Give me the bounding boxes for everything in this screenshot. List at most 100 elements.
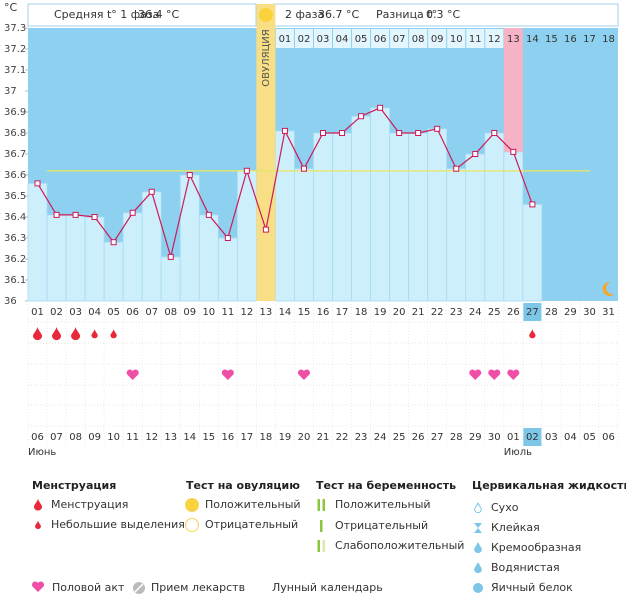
x-tick-label: 13 [260, 307, 273, 318]
post-ovulation-day: 13 [507, 34, 520, 45]
date-label: 30 [488, 432, 501, 443]
date-label: 24 [374, 432, 387, 443]
y-unit: °C [4, 1, 18, 14]
legend-item: Положительный [205, 498, 301, 511]
y-tick-label: 36.8 [4, 128, 26, 139]
date-label: 18 [260, 432, 273, 443]
date-label: 02 [526, 432, 539, 443]
x-tick-label: 27 [526, 307, 539, 318]
day-cell [313, 29, 333, 48]
x-tick-label: 16 [317, 307, 330, 318]
post-ovulation-day: 08 [412, 34, 425, 45]
phase1-label: Средняя t° 1 фаза [54, 8, 160, 21]
temperature-bar [503, 151, 524, 302]
temperature-bar [313, 132, 333, 302]
temperature-point [358, 113, 365, 120]
post-ovulation-day: 01 [279, 34, 292, 45]
ovulation-column [256, 4, 276, 301]
x-tick-label: 29 [564, 307, 577, 318]
spotting-icon [110, 329, 117, 339]
temperature-bar [294, 168, 314, 302]
x-tick-label: 28 [545, 307, 558, 318]
today-date-cell [523, 428, 542, 446]
intercourse-icon [126, 369, 139, 380]
legend-icon [322, 540, 325, 552]
day-cell [294, 29, 313, 48]
day-cell [409, 29, 428, 48]
moon-icon [602, 281, 615, 296]
temperature-bar [141, 191, 162, 302]
x-tick-label: 31 [602, 307, 615, 318]
legend-item: Сухо [491, 501, 519, 514]
date-label: 16 [221, 432, 234, 443]
temperature-bar [217, 237, 238, 302]
temperature-bar [27, 182, 48, 302]
date-label: 07 [50, 432, 63, 443]
date-label: 01 [507, 432, 520, 443]
legend-icon [474, 502, 482, 514]
intercourse-icon [297, 369, 310, 380]
temperature-bar [103, 241, 124, 302]
date-label: 06 [602, 432, 615, 443]
month-label: Июнь [28, 447, 56, 458]
temperature-point [281, 127, 288, 134]
temperature-bar [160, 256, 181, 302]
date-label: 25 [393, 432, 406, 443]
x-tick-label: 30 [583, 307, 596, 318]
x-tick-label: 15 [298, 307, 311, 318]
x-tick-label: 03 [69, 307, 82, 318]
temperature-bar [446, 168, 467, 302]
x-tick-label: 04 [88, 307, 101, 318]
legend-item: Слабоположительный [335, 539, 464, 552]
y-tick-label: 36.6 [4, 170, 26, 181]
temperature-bar [465, 153, 486, 302]
spotting-icon [529, 329, 536, 339]
day-cell [352, 29, 371, 48]
legend-icon [320, 520, 323, 532]
x-tick-label: 17 [336, 307, 349, 318]
y-tick-label: 36.1 [4, 275, 26, 286]
y-tick-label: 36.4 [4, 212, 26, 223]
post-ovulation-day: 03 [317, 34, 330, 45]
legend-item: Клейкая [491, 521, 540, 534]
x-tick-label: 02 [50, 307, 63, 318]
temperature-point [434, 125, 441, 132]
x-tick-label: 18 [355, 307, 368, 318]
temperature-point [110, 239, 117, 246]
menstruation-icon [71, 327, 81, 341]
x-tick-label: 21 [412, 307, 425, 318]
temperature-point [91, 214, 98, 220]
post-ovulation-day: 11 [469, 34, 482, 45]
temperature-point [529, 201, 536, 208]
menstruation-icon [52, 327, 62, 341]
temperature-point [415, 130, 422, 136]
phase2-value: 36.7 °C [318, 8, 359, 21]
y-tick-label: 36.5 [4, 191, 26, 202]
menstruation-icon [32, 327, 43, 341]
x-tick-label: 23 [450, 307, 463, 318]
legend-icon [134, 583, 144, 593]
day-cell [485, 29, 504, 48]
post-ovulation-day: 02 [298, 34, 311, 45]
legend-heading: Тест на беременность [316, 479, 456, 492]
temperature-bar [370, 107, 391, 302]
x-tick-label: 14 [279, 307, 292, 318]
x-tick-label: 09 [183, 307, 196, 318]
date-label: 28 [450, 432, 463, 443]
y-tick-label: 36 [4, 296, 17, 307]
temperature-point [472, 151, 479, 157]
legend-item: Водянистая [491, 561, 560, 574]
month-label: Июль [504, 447, 532, 458]
legend-icon [474, 562, 482, 574]
y-tick-label: 36.7 [4, 149, 26, 160]
temperature-point [205, 211, 212, 218]
temperature-point [320, 130, 326, 136]
legend-icon [474, 542, 482, 554]
post-ovulation-day: 05 [355, 34, 368, 45]
temperature-point [167, 253, 174, 260]
post-ovulation-day: 17 [583, 34, 596, 45]
x-tick-label: 24 [469, 307, 482, 318]
x-tick-label: 25 [488, 307, 501, 318]
intercourse-icon [469, 369, 482, 380]
ovulation-label: ОВУЛЯЦИЯ [261, 29, 272, 87]
